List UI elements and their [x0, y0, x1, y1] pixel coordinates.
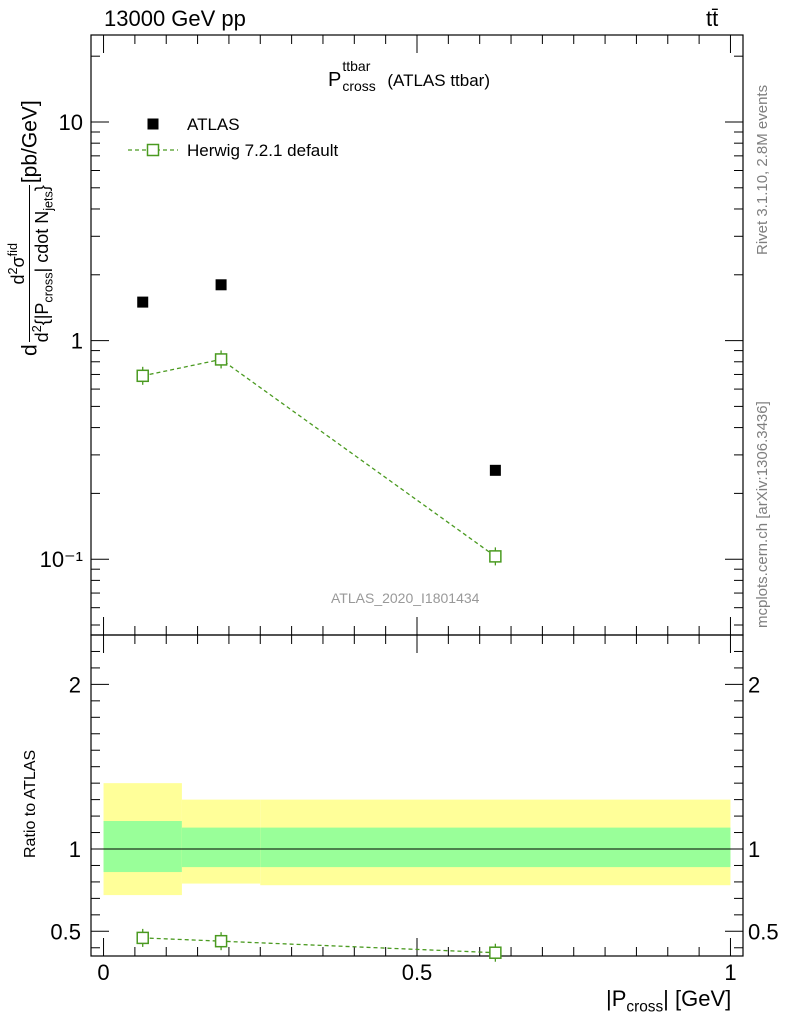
herwig-ratio-point — [489, 946, 502, 959]
ratio-y-tick-label-right: 1 — [748, 837, 760, 862]
atlas-data-point — [215, 279, 227, 291]
plot-title: P ttbar cross (ATLAS ttbar) — [328, 58, 490, 94]
atlas-data-point — [137, 296, 149, 308]
x-axis-label: |Pcross| [GeV] — [606, 986, 732, 1016]
legend-atlas-label: ATLAS — [187, 115, 240, 134]
ratio-bands — [103, 783, 731, 896]
herwig-ratio-point — [136, 931, 149, 945]
x-tick-label: 0.5 — [402, 960, 433, 985]
axis-ticks: 10 1 10⁻¹ 0 0.5 1 0.5 0.5 1 1 2 2 — [40, 35, 779, 985]
herwig-main-line — [142, 358, 496, 557]
herwig-main-point — [136, 369, 149, 383]
process-label: 13000 GeV pp — [104, 6, 246, 31]
main-y-tick-label: 1 — [71, 329, 83, 354]
herwig-main-point — [214, 353, 228, 366]
atlas-data-point — [489, 464, 501, 476]
x-tick-label: 0 — [97, 960, 109, 985]
legend-atlas-marker — [147, 118, 159, 130]
ratio-plot-frame — [90, 634, 744, 957]
ratio-y-tick-label-right: 2 — [748, 672, 760, 697]
analysis-watermark: ATLAS_2020_I1801434 — [331, 590, 480, 606]
ratio-y-tick-label-left: 0.5 — [50, 919, 81, 944]
legend-herwig-label: Herwig 7.2.1 default — [187, 141, 338, 160]
legend-herwig-marker — [146, 143, 160, 157]
main-y-tick-label: 10⁻¹ — [40, 547, 83, 572]
herwig-main-point — [489, 550, 502, 563]
x-tick-label: 1 — [724, 960, 736, 985]
legend: ATLAS Herwig 7.2.1 default — [128, 115, 338, 160]
herwig-ratio-line — [142, 937, 496, 954]
ratio-y-tick-label-right: 0.5 — [748, 919, 779, 944]
inner-band-bin — [181, 827, 261, 868]
ratio-y-tick-label-left: 2 — [69, 672, 81, 697]
ratio-y-tick-label-left: 1 — [69, 837, 81, 862]
herwig-ratio-point — [214, 934, 228, 948]
final-state-label: tt̄ — [706, 6, 719, 31]
inner-band-bin — [103, 821, 182, 873]
main-y-tick-label: 10 — [59, 110, 83, 135]
inner-band-bin — [260, 827, 731, 868]
series-layer — [136, 279, 502, 962]
